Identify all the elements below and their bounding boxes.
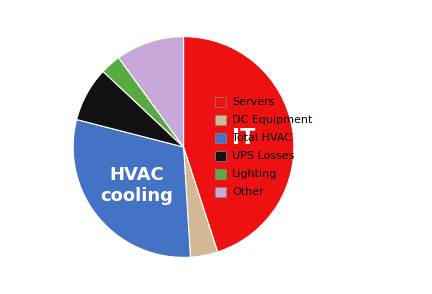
Text: IT: IT (232, 128, 255, 148)
Text: HVAC
cooling: HVAC cooling (100, 166, 173, 205)
Wedge shape (76, 71, 184, 147)
Wedge shape (119, 37, 184, 147)
Wedge shape (73, 120, 191, 257)
Wedge shape (184, 147, 218, 257)
Legend: Servers, DC Equipment, Total HVAC, UPS Losses, Lighting, Other: Servers, DC Equipment, Total HVAC, UPS L… (215, 97, 312, 197)
Wedge shape (184, 37, 294, 252)
Wedge shape (103, 58, 184, 147)
